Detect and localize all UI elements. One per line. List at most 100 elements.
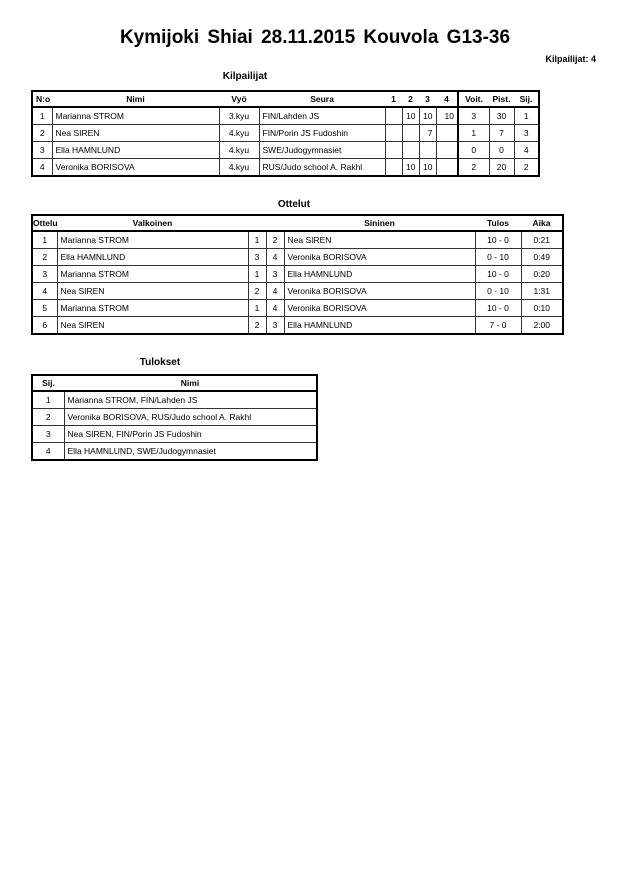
table-cell: 2	[265, 230, 285, 249]
table-cell: 1	[247, 299, 267, 317]
table-cell: Marianna STROM	[56, 299, 249, 317]
table-row: 4 Ella HAMNLUND, SWE/Judogymnasiet	[31, 442, 318, 461]
table-cell	[435, 141, 459, 159]
table-cell: 3	[457, 106, 490, 125]
table-cell: 4.kyu	[218, 124, 260, 142]
matches-table: Ottelu Valkoinen Sininen Tulos Aika 1 Marianna…	[31, 214, 564, 335]
table-cell: 1	[31, 106, 53, 125]
column-header: Tulos	[475, 215, 521, 232]
table-cell: 3	[31, 265, 58, 283]
table-row: 5 Marianna STROM 1 4 Veronika BORISOVA 10 - 0…	[31, 299, 564, 317]
table-cell: Ella HAMNLUND	[51, 141, 220, 159]
column-header: Sij.	[514, 91, 539, 108]
table-cell: Nea SIREN	[56, 316, 249, 335]
column-header: 3	[419, 91, 436, 108]
table-cell: 10	[401, 106, 420, 125]
table-cell: 30	[488, 106, 515, 125]
table-cell: 10	[418, 106, 437, 125]
table-cell: Nea SIREN	[283, 230, 476, 249]
results-heading: Tulokset	[139, 357, 181, 368]
results-table: Sij. Nimi 1 Marianna STROM, FIN/Lahden JS 2 V…	[31, 374, 318, 461]
column-header: Nimi	[52, 91, 219, 108]
table-cell: Marianna STROM	[56, 265, 249, 283]
table-cell: 7	[488, 124, 515, 142]
column-header: 4	[436, 91, 458, 108]
table-cell: 0:20	[520, 265, 564, 283]
table-cell: 3	[265, 316, 285, 335]
table-cell: 0 - 10	[474, 282, 522, 300]
table-cell: 10	[401, 158, 420, 177]
table-cell: Ella HAMNLUND	[283, 265, 476, 283]
column-header: Nimi	[64, 375, 317, 392]
table-cell: 7	[418, 124, 437, 142]
table-cell: 2	[513, 158, 540, 177]
table-cell: Veronika BORISOVA	[283, 248, 476, 266]
competitors-heading: Kilpailijat	[222, 71, 268, 82]
table-cell: 1	[31, 390, 65, 409]
table-cell: FIN/Porin JS Fudoshin	[258, 124, 386, 142]
table-cell: 1	[31, 230, 58, 249]
table-row: 3 Marianna STROM 1 3 Ella HAMNLUND 10 - 0 0:20	[31, 265, 564, 283]
table-cell: Veronika BORISOVA	[283, 299, 476, 317]
table-row: 3 Ella HAMNLUND 4.kyu SWE/Judogymnasiet 0 0 4	[31, 141, 540, 159]
table-cell: 10	[435, 106, 459, 125]
table-cell: SWE/Judogymnasiet	[258, 141, 386, 159]
table-cell: 0:49	[520, 248, 564, 266]
column-header	[248, 215, 266, 232]
table-cell: 4	[265, 282, 285, 300]
table-cell: Ella HAMNLUND, SWE/Judogymnasiet	[63, 442, 318, 461]
table-cell: 0:10	[520, 299, 564, 317]
table-cell: 2	[31, 248, 58, 266]
column-header: Seura	[259, 91, 385, 108]
table-cell: 3	[31, 425, 65, 443]
matches-heading: Ottelut	[277, 199, 311, 210]
table-cell: 10	[418, 158, 437, 177]
column-header: N:o	[32, 91, 52, 108]
table-cell: 4	[31, 442, 65, 461]
table-cell: Veronika BORISOVA	[51, 158, 220, 177]
column-header: Pist.	[489, 91, 514, 108]
table-cell: Nea SIREN	[56, 282, 249, 300]
table-cell: 4	[513, 141, 540, 159]
column-header: Sij.	[32, 375, 64, 392]
table-cell: 3	[247, 248, 267, 266]
table-row: 4 Nea SIREN 2 4 Veronika BORISOVA 0 - 10 1:31	[31, 282, 564, 300]
table-row: 2 Ella HAMNLUND 3 4 Veronika BORISOVA 0 - 10 0…	[31, 248, 564, 266]
table-cell	[384, 141, 403, 159]
table-cell: 7 - 0	[474, 316, 522, 335]
table-row: 2 Veronika BORISOVA, RUS/Judo school A. R…	[31, 408, 318, 426]
table-cell: 1	[247, 230, 267, 249]
table-cell: 6	[31, 316, 58, 335]
table-cell: Nea SIREN	[51, 124, 220, 142]
table-cell: 2	[247, 316, 267, 335]
table-row: 2 Nea SIREN 4.kyu FIN/Porin JS Fudoshin 7 1 7 3	[31, 124, 540, 142]
table-cell: 4	[31, 158, 53, 177]
table-cell: 4.kyu	[218, 141, 260, 159]
table-cell: 10 - 0	[474, 230, 522, 249]
table-cell: 4	[265, 248, 285, 266]
table-cell: 1	[247, 265, 267, 283]
table-cell: 0	[457, 141, 490, 159]
table-row: 1 Marianna STROM, FIN/Lahden JS	[31, 390, 318, 409]
table-row: 6 Nea SIREN 2 3 Ella HAMNLUND 7 - 0 2:00	[31, 316, 564, 335]
table-cell: 3.kyu	[218, 106, 260, 125]
table-cell: 10 - 0	[474, 265, 522, 283]
table-cell: 2	[247, 282, 267, 300]
table-cell: 0	[488, 141, 515, 159]
table-row: 1 Marianna STROM 1 2 Nea SIREN 10 - 0 0:21	[31, 230, 564, 249]
table-cell: Marianna STROM, FIN/Lahden JS	[63, 390, 318, 409]
competitors-table: N:o Nimi Vyö Seura 1 2 3 4 Voit. Pist. Sij. 1 Marian…	[31, 90, 540, 177]
table-cell: Marianna STROM	[56, 230, 249, 249]
table-cell: Marianna STROM	[51, 106, 220, 125]
table-cell: 3	[513, 124, 540, 142]
column-header: Sininen	[284, 215, 475, 232]
column-header	[266, 215, 284, 232]
table-cell: 5	[31, 299, 58, 317]
column-header: 2	[402, 91, 419, 108]
table-cell: 2	[457, 158, 490, 177]
table-cell: 2:00	[520, 316, 564, 335]
table-row: 1 Marianna STROM 3.kyu FIN/Lahden JS 10 10 10 3…	[31, 106, 540, 125]
table-cell: 20	[488, 158, 515, 177]
table-cell: 1:31	[520, 282, 564, 300]
column-header: Voit.	[457, 91, 489, 108]
